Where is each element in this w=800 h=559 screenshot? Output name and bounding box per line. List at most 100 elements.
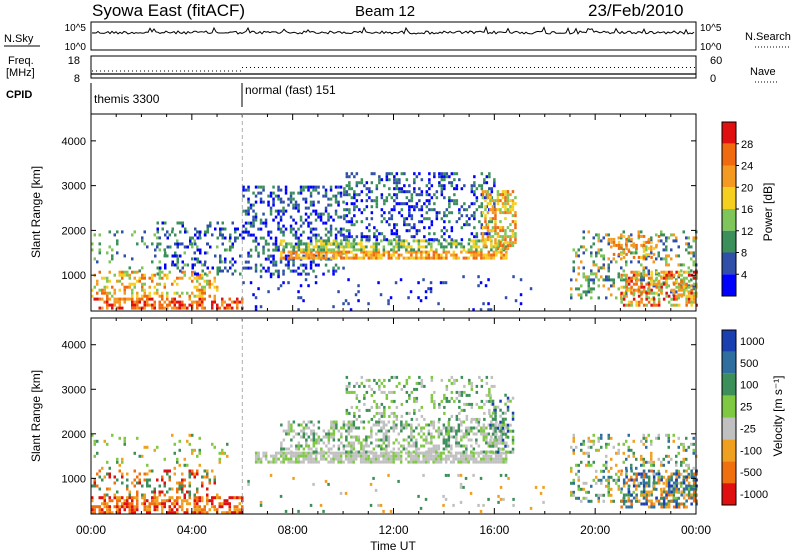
echo-cell [163, 285, 166, 289]
echo-cell [622, 460, 625, 464]
echo-cell [642, 288, 646, 292]
echo-cell [450, 211, 454, 215]
echo-cell [672, 472, 676, 476]
echo-cell [377, 248, 381, 252]
echo-cell [454, 457, 458, 461]
echo-cell [279, 227, 283, 231]
echo-cell [677, 273, 681, 277]
echo-cell [453, 199, 456, 203]
echo-cell [299, 296, 303, 300]
echo-cell [429, 287, 433, 291]
echo-cell [96, 260, 99, 264]
echo-cell [417, 432, 421, 436]
echo-cell [101, 508, 104, 512]
echo-cell [430, 238, 434, 242]
echo-cell [407, 242, 411, 246]
y-tick-label: 1000 [62, 270, 86, 282]
echo-cell [425, 245, 428, 249]
echo-cell [352, 454, 355, 458]
echo-cell [509, 199, 512, 203]
echo-cell [418, 193, 421, 197]
echo-cell [652, 502, 656, 506]
echo-cell [214, 254, 217, 258]
echo-cell [304, 457, 308, 461]
echo-cell [387, 253, 391, 257]
echo-cell [206, 273, 209, 277]
echo-cell [319, 454, 323, 458]
echo-cell [430, 208, 434, 212]
echo-cell [198, 505, 201, 509]
echo-cell [350, 450, 353, 454]
echo-cell [652, 469, 655, 473]
echo-cell [511, 417, 515, 421]
echo-cell [224, 236, 227, 240]
echo-cell [602, 278, 605, 282]
echo-cell [141, 454, 144, 458]
echo-cell [635, 251, 638, 255]
echo-cell [672, 499, 676, 503]
echo-cell [687, 242, 690, 246]
echo-cell [294, 206, 298, 210]
echo-cell [178, 484, 181, 488]
echo-cell [607, 287, 610, 291]
echo-cell [118, 288, 121, 292]
echo-cell [393, 193, 396, 197]
echo-cell [379, 293, 383, 297]
echo-cell [440, 253, 443, 257]
echo-cell [355, 248, 358, 252]
echo-cell [423, 417, 426, 421]
echo-cell [467, 426, 471, 430]
echo-cell [635, 282, 638, 286]
echo-cell [672, 282, 676, 286]
echo-cell [425, 256, 428, 260]
echo-cell [655, 272, 658, 276]
echo-cell [374, 451, 378, 455]
echo-cell [445, 239, 448, 243]
echo-cell [128, 273, 131, 277]
echo-cell [486, 196, 490, 200]
echo-cell [617, 275, 620, 279]
echo-cell [123, 254, 126, 258]
echo-cell [687, 487, 690, 491]
echo-cell [242, 281, 245, 285]
echo-cell [141, 496, 144, 500]
echo-cell [337, 248, 341, 252]
echo-cell [670, 499, 673, 503]
echo-cell [350, 223, 354, 227]
echo-cell [428, 193, 431, 197]
echo-cell [432, 457, 435, 461]
echo-cell [511, 414, 515, 418]
echo-cell [425, 253, 428, 257]
echo-cell [322, 509, 325, 513]
echo-cell [287, 432, 291, 436]
echo-cell [617, 475, 620, 479]
echo-cell [489, 238, 492, 242]
echo-cell [405, 202, 409, 206]
echo-cell [480, 205, 484, 209]
echo-cell [398, 187, 401, 191]
echo-cell [422, 444, 426, 448]
echo-cell [198, 291, 201, 295]
echo-cell [327, 269, 330, 273]
echo-cell [300, 423, 303, 427]
colorbar-swatch [722, 165, 736, 188]
echo-cell [163, 457, 166, 461]
echo-cell [607, 233, 610, 237]
echo-cell [352, 447, 356, 451]
echo-cell [685, 297, 688, 301]
echo-cell [687, 285, 691, 289]
echo-cell [477, 429, 481, 433]
echo-cell [108, 499, 111, 503]
echo-cell [310, 420, 313, 424]
echo-cell [188, 297, 191, 301]
echo-cell [299, 454, 303, 458]
echo-cell [427, 432, 431, 436]
echo-cell [435, 248, 438, 252]
echo-cell [370, 217, 374, 221]
echo-cell [118, 463, 121, 467]
echo-cell [650, 505, 653, 509]
echo-cell [277, 275, 280, 279]
echo-cell [176, 511, 179, 515]
echo-cell [477, 460, 480, 464]
echo-cell [136, 496, 139, 500]
